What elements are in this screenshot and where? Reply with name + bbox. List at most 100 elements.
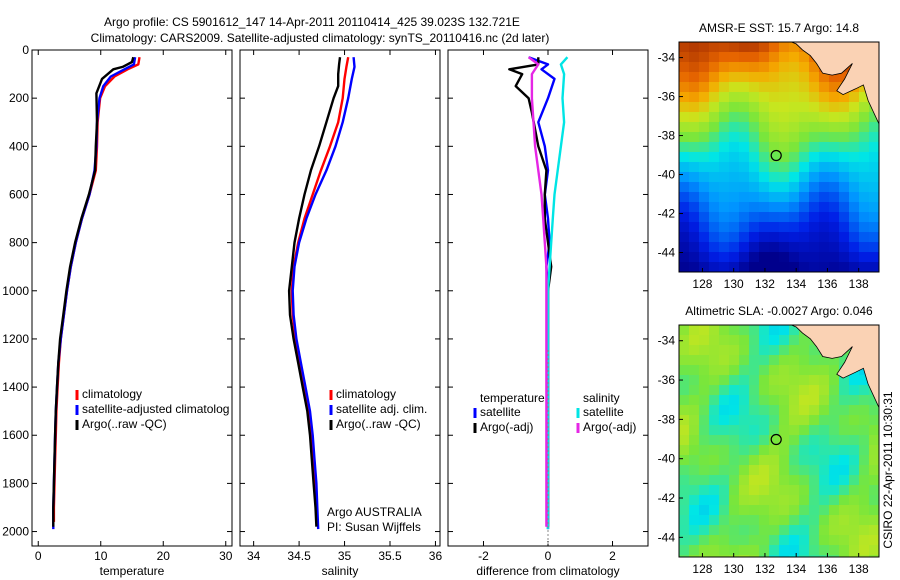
map-pixel [829, 405, 839, 415]
map-pixel [759, 192, 769, 202]
map-pixel [829, 212, 839, 222]
map-pixel [739, 142, 749, 152]
map-pixel [739, 62, 749, 72]
map-pixel [759, 62, 769, 72]
map-pixel [849, 152, 859, 162]
x-tick-label: 10 [94, 549, 108, 563]
map-pixel [779, 355, 789, 365]
map-pixel [719, 395, 729, 405]
map-pixel [759, 152, 769, 162]
map-pixel [699, 445, 709, 455]
map-pixel [739, 182, 749, 192]
map-pixel [809, 82, 819, 92]
map-pixel [769, 385, 779, 395]
x-axis-label: temperature [100, 564, 165, 578]
map-pixel [759, 495, 769, 505]
map-pixel [699, 355, 709, 365]
map-pixel [779, 262, 789, 272]
map-pixel [749, 82, 759, 92]
map-pixel [769, 355, 779, 365]
map-pixel [779, 222, 789, 232]
map-pixel [839, 445, 849, 455]
map-pixel [729, 485, 739, 495]
map-pixel [809, 525, 819, 535]
map-pixel [799, 455, 809, 465]
map-pixel [689, 242, 699, 252]
map-pixel [869, 252, 879, 262]
map-pixel [699, 82, 709, 92]
map-pixel [709, 92, 719, 102]
map-pixel [739, 475, 749, 485]
map-pixel [859, 122, 869, 132]
map-pixel [679, 485, 689, 495]
legend-label: satellite [583, 405, 624, 419]
map-pixel [759, 505, 769, 515]
legend-label: Argo(-adj) [480, 420, 533, 434]
map-pixel [699, 515, 709, 525]
map-pixel [719, 335, 729, 345]
x-axis-label: difference from climatology [476, 564, 619, 578]
map-pixel [749, 72, 759, 82]
map-pixel [799, 525, 809, 535]
map-pixel [699, 375, 709, 385]
map-pixel [859, 202, 869, 212]
map-pixel [849, 425, 859, 435]
map-pixel [799, 222, 809, 232]
map-pixel [739, 395, 749, 405]
map-pixel [809, 142, 819, 152]
y-tick-label: -38 [658, 412, 676, 426]
map-pixel [739, 385, 749, 395]
map-pixel [689, 345, 699, 355]
map-pixel [859, 395, 869, 405]
map-pixel [739, 355, 749, 365]
map-pixel [859, 142, 869, 152]
map-pixel [699, 42, 709, 52]
map-pixel [779, 525, 789, 535]
map-pixel [709, 355, 719, 365]
map-pixel [729, 262, 739, 272]
x-tick-label: 20 [157, 549, 171, 563]
map-pixel [839, 172, 849, 182]
map-pixel [749, 415, 759, 425]
map-pixel [829, 385, 839, 395]
map-pixel [689, 435, 699, 445]
map-pixel [709, 515, 719, 525]
map-pixel [679, 232, 689, 242]
map-pixel [789, 325, 799, 335]
map-pixel [859, 555, 869, 557]
map-pixel [819, 355, 829, 365]
series-line [290, 56, 350, 522]
map-pixel [699, 122, 709, 132]
map-pixel [779, 385, 789, 395]
map-pixel [759, 242, 769, 252]
map-pixel [789, 232, 799, 242]
map-pixel [759, 82, 769, 92]
map-pixel [849, 395, 859, 405]
map-pixel [799, 405, 809, 415]
map-pixel [819, 222, 829, 232]
header-line-1: Argo profile: CS 5901612_147 14-Apr-2011… [104, 15, 520, 29]
map-pixel [789, 42, 799, 52]
map-pixel [729, 222, 739, 232]
map-pixel [829, 242, 839, 252]
map-pixel [689, 192, 699, 202]
map-pixel [869, 525, 879, 535]
map-pixel [739, 162, 749, 172]
y-tick-label: 200 [9, 91, 29, 105]
map-pixel [819, 152, 829, 162]
map-pixel [749, 455, 759, 465]
map-pixel [779, 375, 789, 385]
map-frame [678, 324, 880, 558]
map-pixel [729, 545, 739, 555]
map-pixel [819, 405, 829, 415]
map-pixel [809, 192, 819, 202]
map-pixel [679, 172, 689, 182]
map-pixel [739, 132, 749, 142]
map-pixel [759, 142, 769, 152]
map-pixel [839, 162, 849, 172]
map-pixel [719, 515, 729, 525]
map-pixel [719, 505, 729, 515]
map-pixel [819, 365, 829, 375]
map-pixel [869, 505, 879, 515]
map-pixel [809, 182, 819, 192]
